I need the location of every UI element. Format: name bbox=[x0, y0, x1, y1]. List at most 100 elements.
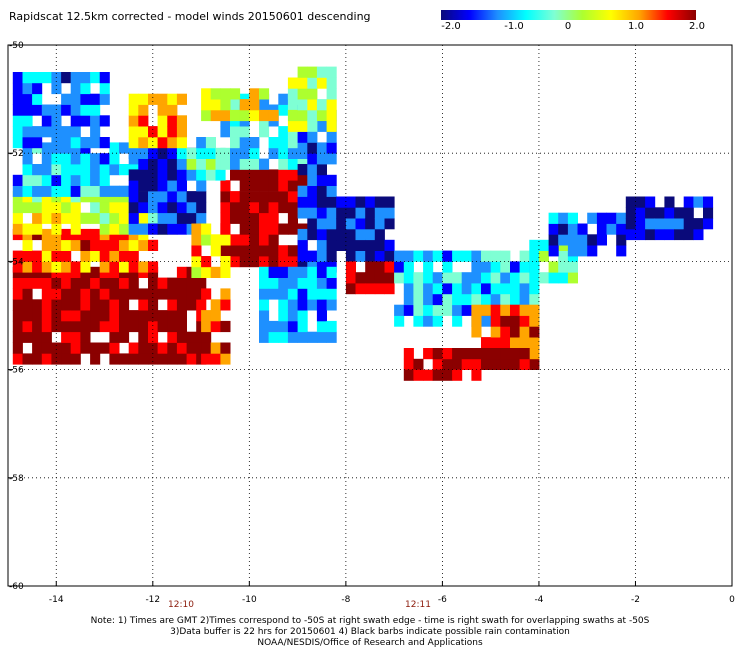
wind-cell bbox=[268, 191, 279, 203]
wind-cell bbox=[529, 315, 540, 327]
wind-cell bbox=[287, 137, 298, 149]
wind-cell bbox=[307, 266, 318, 278]
wind-cell bbox=[529, 250, 540, 262]
wind-cell bbox=[41, 342, 52, 354]
wind-cell bbox=[41, 277, 52, 289]
wind-cell bbox=[61, 353, 72, 365]
wind-cell bbox=[674, 218, 685, 230]
wind-cell bbox=[12, 250, 23, 262]
wind-cell bbox=[490, 358, 501, 370]
wind-cell bbox=[186, 169, 197, 181]
wind-cell bbox=[80, 261, 91, 273]
wind-cell bbox=[326, 299, 337, 311]
wind-cell bbox=[215, 169, 226, 181]
wind-cell bbox=[365, 250, 376, 262]
wind-cell bbox=[70, 261, 81, 273]
footnote-line: NOAA/NESDIS/Office of Research and Appli… bbox=[257, 638, 483, 648]
wind-cell bbox=[109, 164, 120, 176]
wind-cell bbox=[481, 293, 492, 306]
wind-cell bbox=[61, 250, 72, 262]
wind-cell bbox=[205, 137, 216, 149]
wind-cell bbox=[99, 115, 110, 127]
wind-cell bbox=[80, 239, 91, 251]
wind-cell bbox=[90, 93, 101, 105]
wind-cell bbox=[307, 185, 318, 197]
wind-cell bbox=[22, 174, 33, 186]
wind-cell bbox=[307, 299, 318, 311]
wind-cell bbox=[51, 201, 62, 214]
wind-cell bbox=[41, 104, 52, 116]
wind-cell bbox=[307, 228, 318, 241]
wind-cell bbox=[186, 342, 197, 354]
wind-cell bbox=[41, 201, 52, 214]
colorbar-tick-label: 2.0 bbox=[689, 21, 705, 32]
wind-cell bbox=[538, 239, 549, 251]
wind-cell bbox=[548, 245, 559, 257]
wind-cell bbox=[249, 99, 260, 111]
wind-cell bbox=[119, 185, 130, 197]
wind-cell bbox=[307, 174, 318, 186]
wind-cell bbox=[167, 288, 178, 300]
wind-cell bbox=[461, 272, 472, 284]
wind-cell bbox=[374, 228, 385, 241]
wind-cell bbox=[41, 320, 52, 333]
wind-cell bbox=[138, 239, 149, 251]
wind-cell bbox=[32, 212, 43, 224]
wind-cell bbox=[186, 277, 197, 289]
wind-cell bbox=[32, 310, 43, 322]
wind-cell bbox=[201, 234, 212, 246]
wind-cells bbox=[12, 66, 714, 381]
wind-cell bbox=[278, 126, 289, 138]
wind-cell bbox=[70, 153, 81, 165]
wind-cell bbox=[205, 169, 216, 181]
wind-cell bbox=[32, 201, 43, 214]
wind-cell bbox=[413, 315, 424, 327]
wind-cell bbox=[167, 201, 178, 214]
wind-cell bbox=[278, 320, 289, 333]
wind-cell bbox=[268, 234, 279, 246]
wind-cell bbox=[176, 147, 187, 159]
wind-cell bbox=[32, 250, 43, 262]
wind-cell bbox=[138, 126, 149, 138]
wind-cell bbox=[587, 245, 598, 257]
wind-cell bbox=[259, 109, 270, 122]
wind-cell bbox=[61, 174, 72, 186]
colorbar-tick-label: -1.0 bbox=[504, 21, 524, 32]
wind-cell bbox=[287, 223, 298, 235]
wind-cell bbox=[268, 212, 279, 224]
wind-cell bbox=[471, 348, 482, 360]
wind-cell bbox=[176, 310, 187, 322]
wind-cell bbox=[138, 261, 149, 273]
wind-cell bbox=[90, 277, 101, 289]
wind-cell bbox=[316, 266, 327, 278]
wind-cell bbox=[259, 320, 270, 333]
wind-cell bbox=[529, 348, 540, 360]
wind-cell bbox=[345, 283, 356, 295]
wind-cell bbox=[683, 207, 694, 219]
wind-cell bbox=[90, 239, 101, 251]
wind-cell bbox=[278, 277, 289, 289]
wind-cell bbox=[471, 250, 482, 262]
footnotes: Note: 1) Times are GMT 2)Times correspon… bbox=[0, 616, 740, 649]
wind-cell bbox=[51, 82, 62, 95]
wind-cell bbox=[230, 169, 241, 181]
wind-cell bbox=[70, 331, 81, 343]
wind-cell bbox=[413, 283, 424, 295]
wind-cell bbox=[278, 169, 289, 181]
wind-cell bbox=[519, 326, 530, 338]
wind-cell bbox=[90, 228, 101, 241]
wind-cell bbox=[249, 147, 260, 159]
wind-cell bbox=[128, 147, 139, 159]
colorbar bbox=[441, 10, 696, 20]
wind-cell bbox=[259, 88, 270, 100]
wind-cell bbox=[230, 212, 241, 224]
wind-cell bbox=[22, 277, 33, 289]
wind-cell bbox=[278, 299, 289, 311]
wind-cell bbox=[403, 348, 414, 360]
wind-cell bbox=[297, 320, 308, 333]
wind-cell bbox=[220, 201, 231, 214]
wind-cell bbox=[307, 77, 318, 89]
wind-cell bbox=[138, 169, 149, 181]
wind-cell bbox=[403, 272, 414, 284]
wind-cell bbox=[167, 299, 178, 311]
